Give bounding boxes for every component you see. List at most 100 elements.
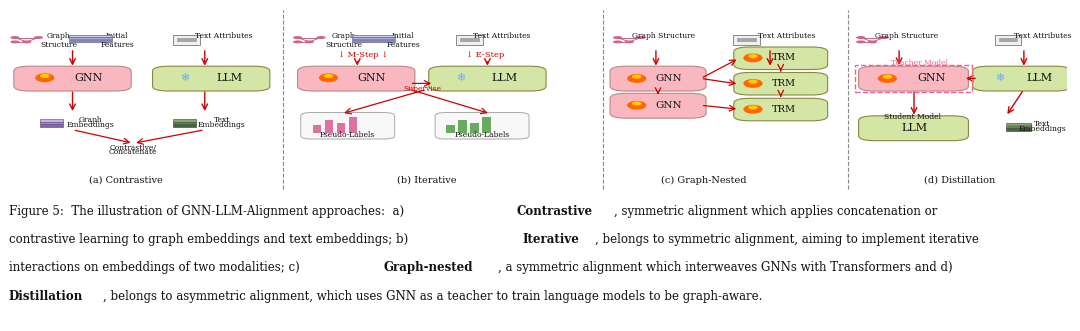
Text: (d) Distillation: (d) Distillation: [924, 176, 996, 185]
Text: Pseudo-Labels: Pseudo-Labels: [455, 131, 510, 139]
FancyBboxPatch shape: [458, 120, 467, 133]
FancyBboxPatch shape: [352, 40, 394, 42]
FancyBboxPatch shape: [40, 119, 63, 122]
FancyBboxPatch shape: [446, 125, 455, 133]
FancyBboxPatch shape: [40, 122, 63, 124]
Text: Text Attributes: Text Attributes: [1014, 32, 1071, 40]
FancyBboxPatch shape: [733, 98, 827, 121]
FancyBboxPatch shape: [173, 119, 197, 122]
Text: , belongs to asymmetric alignment, which uses GNN as a teacher to train language: , belongs to asymmetric alignment, which…: [104, 290, 762, 303]
Circle shape: [867, 40, 877, 43]
Text: GNN: GNN: [357, 73, 386, 83]
FancyBboxPatch shape: [483, 117, 490, 133]
Text: ❄: ❄: [180, 73, 189, 83]
Text: LLM: LLM: [901, 123, 927, 133]
Text: Supervise: Supervise: [403, 85, 442, 93]
FancyBboxPatch shape: [733, 47, 827, 70]
Text: Embeddings: Embeddings: [1018, 125, 1066, 133]
Circle shape: [636, 36, 646, 39]
Ellipse shape: [743, 53, 762, 62]
Text: Pseudo-Labels: Pseudo-Labels: [320, 131, 376, 139]
Text: Initial: Initial: [392, 32, 415, 40]
Text: Student Model: Student Model: [885, 113, 942, 121]
Text: Text: Text: [214, 116, 230, 124]
Circle shape: [10, 36, 19, 39]
Text: Contrastive/: Contrastive/: [110, 144, 157, 152]
Text: Features: Features: [100, 41, 134, 49]
Text: Graph Structure: Graph Structure: [875, 32, 939, 40]
Ellipse shape: [882, 74, 892, 79]
FancyBboxPatch shape: [1005, 123, 1031, 125]
FancyBboxPatch shape: [859, 66, 969, 91]
Circle shape: [22, 40, 31, 43]
Text: ↓ M-Step ↓: ↓ M-Step ↓: [338, 51, 388, 59]
FancyBboxPatch shape: [349, 117, 357, 133]
Circle shape: [624, 40, 634, 43]
Text: Text Attributes: Text Attributes: [758, 32, 815, 40]
Text: , belongs to symmetric alignment, aiming to implement iterative: , belongs to symmetric alignment, aiming…: [594, 233, 978, 246]
Circle shape: [612, 40, 622, 43]
Circle shape: [10, 40, 19, 43]
Text: Initial: Initial: [106, 32, 129, 40]
FancyBboxPatch shape: [973, 66, 1071, 91]
FancyBboxPatch shape: [995, 35, 1022, 45]
FancyBboxPatch shape: [610, 66, 706, 91]
FancyBboxPatch shape: [859, 116, 969, 141]
Text: Teacher Model: Teacher Model: [891, 59, 948, 67]
FancyBboxPatch shape: [69, 40, 112, 42]
FancyBboxPatch shape: [429, 66, 546, 91]
FancyBboxPatch shape: [69, 37, 112, 39]
Text: LLM: LLM: [491, 73, 517, 83]
FancyBboxPatch shape: [298, 66, 415, 91]
Ellipse shape: [748, 54, 758, 58]
Text: Features: Features: [387, 41, 420, 49]
Text: Graph: Graph: [79, 116, 103, 124]
Text: Graph-nested: Graph-nested: [383, 261, 473, 274]
FancyBboxPatch shape: [1005, 125, 1031, 128]
FancyBboxPatch shape: [14, 66, 131, 91]
Text: Text: Text: [1034, 120, 1050, 128]
FancyBboxPatch shape: [456, 35, 483, 45]
Ellipse shape: [40, 74, 50, 78]
Circle shape: [33, 36, 43, 39]
FancyBboxPatch shape: [337, 123, 346, 133]
Ellipse shape: [878, 74, 897, 83]
FancyBboxPatch shape: [152, 66, 270, 91]
Circle shape: [293, 40, 302, 43]
Text: Contrastive: Contrastive: [517, 205, 593, 218]
Ellipse shape: [632, 101, 642, 106]
Text: Iterative: Iterative: [522, 233, 579, 246]
Circle shape: [305, 40, 314, 43]
Ellipse shape: [324, 74, 334, 78]
FancyBboxPatch shape: [733, 72, 827, 95]
Ellipse shape: [743, 79, 762, 88]
FancyBboxPatch shape: [435, 113, 529, 139]
Text: GNN: GNN: [75, 73, 103, 83]
FancyBboxPatch shape: [352, 35, 394, 37]
Text: Concatenate: Concatenate: [109, 148, 158, 156]
Ellipse shape: [319, 73, 338, 82]
Text: GNN: GNN: [656, 101, 683, 110]
Circle shape: [293, 36, 302, 39]
Ellipse shape: [748, 105, 758, 110]
Ellipse shape: [36, 73, 54, 82]
Text: ↓ E-Step: ↓ E-Step: [467, 51, 504, 59]
Ellipse shape: [627, 101, 646, 110]
Text: Embeddings: Embeddings: [67, 121, 114, 129]
Text: Structure: Structure: [40, 41, 77, 49]
Text: TRM: TRM: [772, 79, 796, 88]
FancyBboxPatch shape: [610, 93, 706, 118]
Text: Graph Structure: Graph Structure: [632, 32, 694, 40]
Text: Text Attributes: Text Attributes: [473, 32, 530, 40]
Text: LLM: LLM: [216, 73, 242, 83]
Circle shape: [612, 36, 622, 39]
Text: TRM: TRM: [772, 53, 796, 63]
FancyBboxPatch shape: [69, 35, 112, 37]
Text: ❄: ❄: [456, 73, 465, 83]
FancyBboxPatch shape: [313, 125, 322, 133]
Ellipse shape: [748, 79, 758, 84]
Text: GNN: GNN: [917, 73, 945, 83]
Text: TRM: TRM: [772, 105, 796, 114]
Text: Figure 5:  The illustration of GNN-LLM-Alignment approaches:  a): Figure 5: The illustration of GNN-LLM-Al…: [9, 205, 407, 218]
Text: contrastive learning to graph embeddings and text embeddings; b): contrastive learning to graph embeddings…: [9, 233, 411, 246]
